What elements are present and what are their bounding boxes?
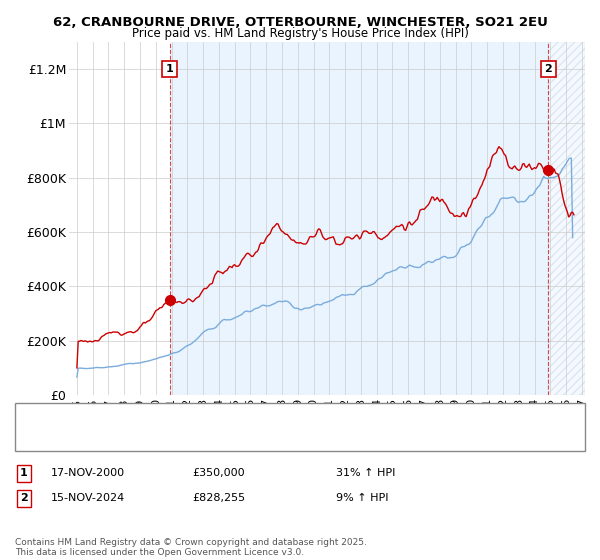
Bar bbox=[548, 42, 585, 395]
Text: 62, CRANBOURNE DRIVE, OTTERBOURNE, WINCHESTER, SO21 2EU (detached house): 62, CRANBOURNE DRIVE, OTTERBOURNE, WINCH… bbox=[36, 411, 478, 421]
Text: 9% ↑ HPI: 9% ↑ HPI bbox=[336, 493, 389, 503]
Text: HPI: Average price, detached house, Winchester: HPI: Average price, detached house, Winc… bbox=[36, 433, 287, 443]
Text: 15-NOV-2024: 15-NOV-2024 bbox=[51, 493, 125, 503]
Text: £828,255: £828,255 bbox=[192, 493, 245, 503]
Text: 62, CRANBOURNE DRIVE, OTTERBOURNE, WINCHESTER, SO21 2EU: 62, CRANBOURNE DRIVE, OTTERBOURNE, WINCH… bbox=[53, 16, 547, 29]
Text: 2: 2 bbox=[20, 493, 28, 503]
Text: 2: 2 bbox=[545, 64, 552, 74]
Text: 17-NOV-2000: 17-NOV-2000 bbox=[51, 468, 125, 478]
Text: 31% ↑ HPI: 31% ↑ HPI bbox=[336, 468, 395, 478]
Text: Price paid vs. HM Land Registry's House Price Index (HPI): Price paid vs. HM Land Registry's House … bbox=[131, 27, 469, 40]
Text: Contains HM Land Registry data © Crown copyright and database right 2025.
This d: Contains HM Land Registry data © Crown c… bbox=[15, 538, 367, 557]
Bar bbox=[170, 42, 548, 395]
Text: 1: 1 bbox=[20, 468, 28, 478]
Text: £350,000: £350,000 bbox=[192, 468, 245, 478]
Text: 1: 1 bbox=[166, 64, 173, 74]
